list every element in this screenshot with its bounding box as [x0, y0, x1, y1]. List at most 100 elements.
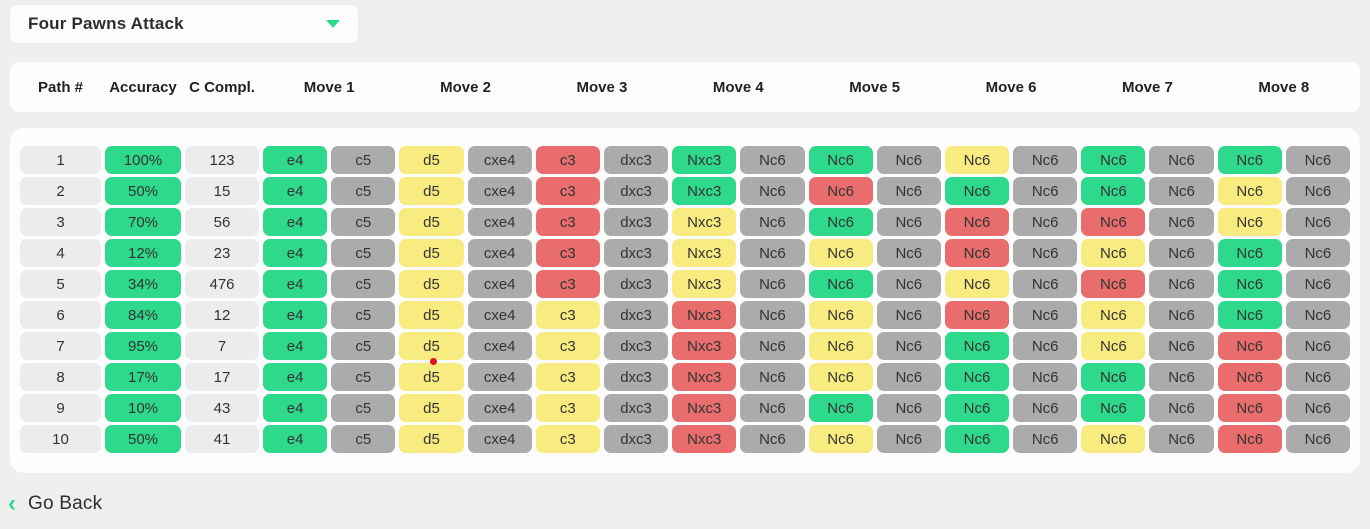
move-cell: c5 — [331, 208, 396, 236]
move-cell: Nc6 — [1081, 363, 1146, 391]
move-cell: Nc6 — [1081, 239, 1146, 267]
move-cell: cxe4 — [467, 425, 532, 453]
table-row[interactable]: 5 34% 476 e4 c5 d5 cxe4 c3 dxc3 Nxc3 Nc6 Nc6 Nc6 Nc6 N… — [20, 270, 1350, 298]
move-cell: Nc6 — [1149, 208, 1214, 236]
move-cell: c5 — [331, 332, 396, 360]
move-cell: Nc6 — [944, 177, 1010, 205]
go-back-label: Go Back — [28, 493, 103, 514]
move-cell: Nc6 — [1149, 177, 1214, 205]
move-cell: d5 — [399, 394, 464, 422]
move-cell: c5 — [331, 363, 396, 391]
move-cell: Nc6 — [808, 394, 873, 422]
header-move-5: Move 5 — [849, 78, 901, 96]
go-back-button[interactable]: ‹ Go Back — [8, 492, 102, 516]
move-cell: Nxc3 — [672, 425, 737, 453]
move-cell: cxe4 — [467, 177, 532, 205]
move-cell: Nc6 — [876, 301, 941, 329]
table-row[interactable]: 6 84% 12 e4 c5 d5 cxe4 c3 dxc3 Nxc3 Nc6 Nc6 Nc6 Nc6 Nc… — [20, 301, 1350, 329]
move-cell: Nxc3 — [672, 177, 737, 205]
move-cell: Nc6 — [876, 239, 941, 267]
move-cell: Nc6 — [808, 270, 873, 298]
move-cell: d5 — [399, 425, 464, 453]
move-cell: c3 — [535, 332, 600, 360]
move-cell: Nc6 — [1285, 425, 1350, 453]
move-cell: Nc6 — [1217, 208, 1282, 236]
table-row[interactable]: 9 10% 43 e4 c5 d5 cxe4 c3 dxc3 Nxc3 Nc6 Nc6 Nc6 Nc6 Nc… — [20, 394, 1350, 422]
move-cell: Nc6 — [1217, 425, 1282, 453]
opening-dropdown[interactable]: Four Pawns Attack — [10, 5, 358, 43]
move-cell: Nc6 — [1285, 363, 1350, 391]
move-cell: Nc6 — [1081, 146, 1146, 174]
header-path: Path # — [37, 78, 83, 96]
move-cell: Nc6 — [876, 208, 941, 236]
table-row[interactable]: 2 50% 15 e4 c5 d5 cxe4 c3 dxc3 Nxc3 Nc6 Nc6 Nc6 Nc6 Nc… — [20, 177, 1350, 205]
move-cell: Nc6 — [740, 239, 805, 267]
move-cell: c3 — [535, 394, 600, 422]
completions-cell: 56 — [185, 208, 259, 236]
move-cell: Nc6 — [1217, 301, 1282, 329]
move-cell: dxc3 — [603, 239, 669, 267]
path-cell: 3 — [20, 208, 101, 236]
move-cell: dxc3 — [603, 425, 669, 453]
completions-cell: 15 — [185, 177, 259, 205]
table-row[interactable]: 10 50% 41 e4 c5 d5 cxe4 c3 dxc3 Nxc3 Nc6 Nc6 Nc6 Nc6 N… — [20, 425, 1350, 453]
move-cell: e4 — [263, 208, 328, 236]
table-row[interactable]: 1 100% 123 e4 c5 d5 cxe4 c3 dxc3 Nxc3 Nc6 Nc6 Nc6 Nc6… — [20, 146, 1350, 174]
path-cell: 6 — [20, 301, 101, 329]
move-cell: Nc6 — [1013, 332, 1078, 360]
move-cell: c5 — [331, 239, 396, 267]
move-cell: c3 — [535, 363, 600, 391]
table-row[interactable]: 3 70% 56 e4 c5 d5 cxe4 c3 dxc3 Nxc3 Nc6 Nc6 Nc6 Nc6 Nc… — [20, 208, 1350, 236]
table-row[interactable]: 7 95% 7 e4 c5 d5 cxe4 c3 dxc3 Nxc3 Nc6 Nc6 Nc6 Nc6 Nc6… — [20, 332, 1350, 360]
move-cell: dxc3 — [603, 394, 669, 422]
accuracy-badge: 12% — [105, 239, 181, 267]
path-cell: 5 — [20, 270, 101, 298]
move-cell: d5 — [399, 363, 464, 391]
move-cell: Nc6 — [1013, 394, 1078, 422]
move-cell: Nc6 — [944, 301, 1010, 329]
move-cell: cxe4 — [467, 332, 532, 360]
header-move-1: Move 1 — [303, 78, 355, 96]
move-cell: Nc6 — [1285, 332, 1350, 360]
move-cell: Nc6 — [740, 363, 805, 391]
move-cell: Nc6 — [1013, 208, 1078, 236]
move-cell: Nc6 — [1013, 177, 1078, 205]
move-cell: dxc3 — [603, 146, 669, 174]
table-row[interactable]: 4 12% 23 e4 c5 d5 cxe4 c3 dxc3 Nxc3 Nc6 Nc6 Nc6 Nc6 Nc… — [20, 239, 1350, 267]
accuracy-badge: 84% — [105, 301, 181, 329]
move-cell: c3 — [535, 425, 600, 453]
header-move-7: Move 7 — [1122, 78, 1173, 96]
move-cell: e4 — [263, 301, 328, 329]
header-move-3: Move 3 — [576, 78, 628, 96]
move-cell: Nc6 — [876, 177, 941, 205]
move-cell: Nc6 — [1149, 363, 1214, 391]
move-cell: Nc6 — [944, 394, 1010, 422]
table-row[interactable]: 8 17% 17 e4 c5 d5 cxe4 c3 dxc3 Nxc3 Nc6 Nc6 Nc6 Nc6 Nc… — [20, 363, 1350, 391]
move-cell: d5 — [399, 146, 464, 174]
completions-cell: 123 — [185, 146, 259, 174]
accuracy-badge: 34% — [105, 270, 181, 298]
move-cell: cxe4 — [467, 394, 532, 422]
move-cell: cxe4 — [467, 146, 532, 174]
move-cell: e4 — [263, 239, 328, 267]
move-cell: e4 — [263, 394, 328, 422]
path-cell: 7 — [20, 332, 101, 360]
move-cell: Nc6 — [1149, 332, 1214, 360]
move-cell: Nxc3 — [672, 332, 737, 360]
move-cell: c3 — [535, 239, 600, 267]
move-cell: Nc6 — [1081, 332, 1146, 360]
accuracy-badge: 50% — [105, 425, 181, 453]
move-cell: d5 — [399, 239, 464, 267]
move-cell: dxc3 — [603, 208, 669, 236]
move-cell: Nc6 — [1013, 239, 1078, 267]
move-cell: dxc3 — [603, 363, 669, 391]
move-cell: Nc6 — [1217, 270, 1282, 298]
move-cell: c3 — [535, 177, 600, 205]
completions-cell: 12 — [185, 301, 259, 329]
accuracy-badge: 50% — [105, 177, 181, 205]
move-cell: Nc6 — [740, 270, 805, 298]
move-cell: Nc6 — [944, 208, 1010, 236]
path-cell: 2 — [20, 177, 101, 205]
path-cell: 4 — [20, 239, 101, 267]
move-cell: cxe4 — [467, 270, 532, 298]
